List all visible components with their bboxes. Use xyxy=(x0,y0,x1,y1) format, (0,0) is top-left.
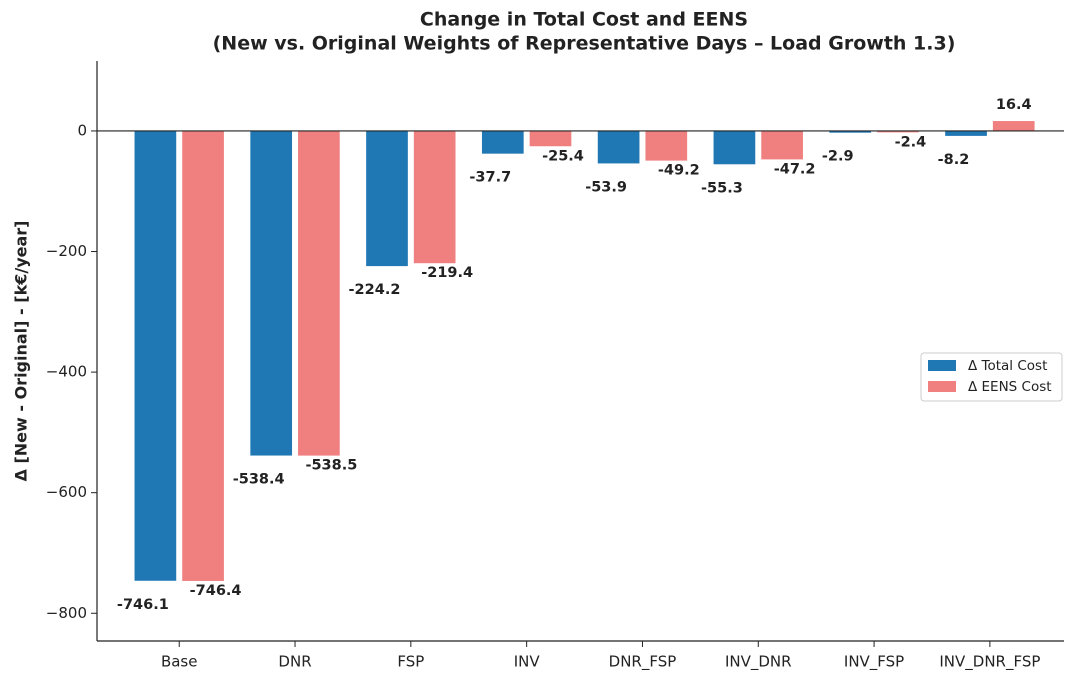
bar xyxy=(829,130,872,133)
value-label: -538.4 xyxy=(233,472,285,488)
value-label: -224.2 xyxy=(349,282,401,298)
x-tick-label: DNR_FSP xyxy=(609,653,677,672)
value-label: -53.9 xyxy=(585,179,627,195)
bar xyxy=(597,130,640,164)
value-label: -2.4 xyxy=(895,134,927,150)
legend-label: Δ EENS Cost xyxy=(968,379,1052,395)
value-label: -538.5 xyxy=(305,458,357,474)
bar xyxy=(366,130,408,267)
x-tick-label: DNR xyxy=(278,653,311,671)
legend-label: Δ Total Cost xyxy=(968,358,1047,374)
y-tick-label: −400 xyxy=(46,363,87,381)
bar xyxy=(182,130,224,581)
value-label: -55.3 xyxy=(701,180,743,196)
bar xyxy=(645,130,688,161)
value-label: -219.4 xyxy=(421,265,473,281)
legend-swatch xyxy=(928,381,956,392)
bar xyxy=(877,130,919,133)
legend-box xyxy=(920,352,1063,402)
bar xyxy=(945,130,987,136)
x-tick-label: FSP xyxy=(397,653,424,671)
y-axis-label: Δ [New - Original] - [k€/year] xyxy=(12,221,31,482)
chart-title: Change in Total Cost and EENS xyxy=(420,9,748,31)
value-label: -49.2 xyxy=(658,163,700,179)
y-tick-label: −600 xyxy=(46,483,87,501)
value-label: -746.4 xyxy=(190,583,242,599)
bar xyxy=(298,130,340,456)
y-tick-label: −800 xyxy=(46,604,87,622)
x-tick-label: INV xyxy=(514,653,541,671)
legend-swatch xyxy=(928,360,956,371)
bar xyxy=(529,130,572,147)
value-label: -746.1 xyxy=(117,597,169,613)
y-tick-label: 0 xyxy=(77,121,87,139)
bar xyxy=(134,130,177,581)
value-label: -8.2 xyxy=(938,152,970,168)
bar xyxy=(250,130,293,456)
value-label: -2.9 xyxy=(822,149,854,165)
value-label: -37.7 xyxy=(469,170,511,186)
bar xyxy=(413,130,456,264)
x-tick-label: Base xyxy=(161,653,198,671)
chart-title: (New vs. Original Weights of Representat… xyxy=(213,33,956,55)
y-tick-label: −200 xyxy=(46,242,87,260)
bar xyxy=(992,121,1035,131)
bar xyxy=(481,130,524,154)
x-tick-label: INV_FSP xyxy=(844,653,904,672)
value-label: 16.4 xyxy=(996,97,1032,113)
value-label: -25.4 xyxy=(542,148,584,164)
x-tick-label: INV_DNR xyxy=(725,653,792,672)
bar xyxy=(761,130,803,160)
x-tick-label: INV_DNR_FSP xyxy=(939,653,1040,672)
value-label: -47.2 xyxy=(774,161,816,177)
bar xyxy=(713,130,756,165)
